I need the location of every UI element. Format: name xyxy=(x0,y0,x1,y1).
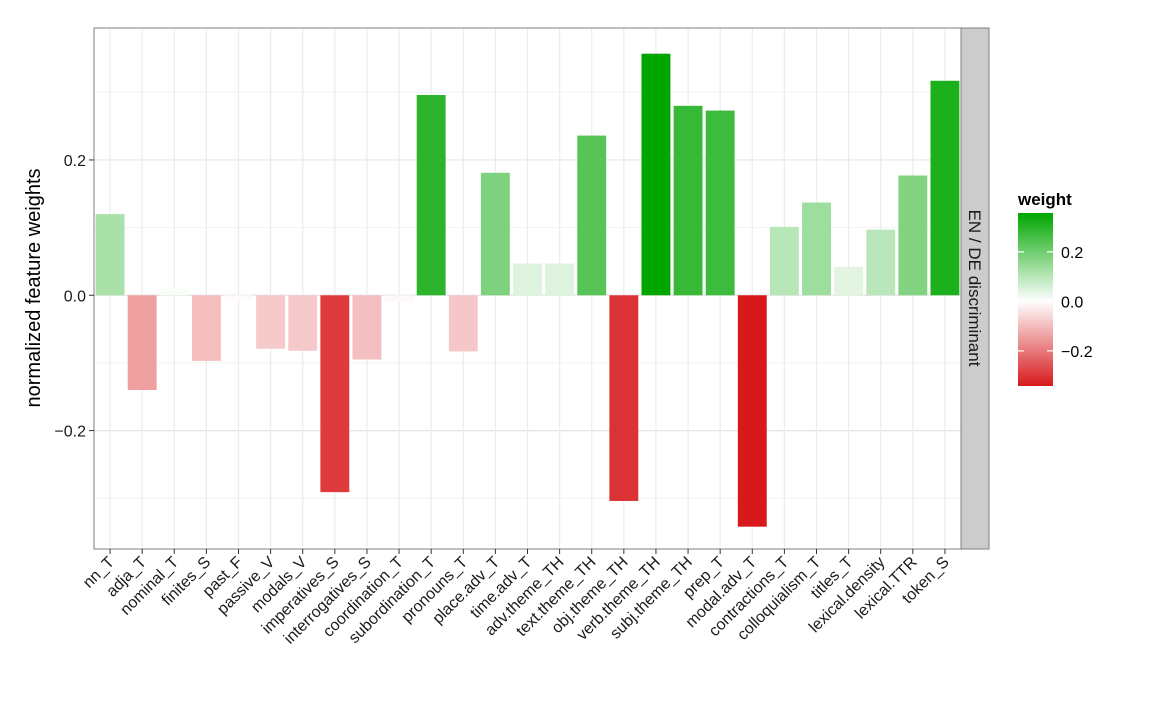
y-axis-title: normalized feature weights xyxy=(23,168,45,407)
bar-modal.adv_T xyxy=(737,295,767,527)
bar-adja_T xyxy=(127,295,157,390)
legend-colorbar xyxy=(1018,213,1053,386)
bar-past_F xyxy=(224,295,253,301)
bar-nominal_T xyxy=(159,288,189,296)
y-tick-label: 0.0 xyxy=(64,288,86,305)
bar-passive_V xyxy=(256,295,286,349)
bar-nn_T xyxy=(95,214,125,296)
bar-time.adv_T xyxy=(513,263,542,296)
bar-pronouns_T xyxy=(448,295,478,352)
legend-tick-label: 0.0 xyxy=(1061,294,1083,311)
bar-modals_V xyxy=(288,295,318,351)
bar-lexical.density xyxy=(866,229,896,296)
bar-token_S xyxy=(930,80,960,296)
legend-title: weight xyxy=(1017,190,1072,209)
legend-tick-label: 0.2 xyxy=(1061,245,1083,262)
facet-strip-label: EN / DE discriminant xyxy=(965,210,984,367)
bar-coordination_T xyxy=(384,295,414,303)
legend-tick-label: −0.2 xyxy=(1061,344,1093,361)
facet-strip xyxy=(960,27,990,550)
bar-colloquialism_T xyxy=(802,202,831,296)
bar-subordination_T xyxy=(416,94,446,296)
bar-imperatives_S xyxy=(320,295,350,493)
x-axis: nn_Tadja_Tnominal_Tfinites_Spast_Fpassiv… xyxy=(80,549,953,648)
bar-finites_S xyxy=(191,295,221,361)
bar-text.theme_TH xyxy=(577,135,607,296)
y-axis: −0.2 0.0 0.2 xyxy=(54,153,94,441)
bar-lexical.TTR xyxy=(898,175,928,296)
y-tick-label: −0.2 xyxy=(54,424,86,441)
color-legend: weight 0.2 0.0 −0.2 xyxy=(1017,190,1093,386)
bar-place.adv_T xyxy=(480,172,510,296)
bars xyxy=(95,53,960,527)
bar-interrogatives_S xyxy=(352,295,382,360)
bar-verb.theme_TH xyxy=(641,53,671,296)
bar-contractions_T xyxy=(769,226,799,296)
bar-subj.theme_TH xyxy=(673,105,703,296)
bar-titles_T xyxy=(834,266,864,296)
bar-adv.theme_TH xyxy=(545,263,575,296)
y-tick-label: 0.2 xyxy=(64,153,86,170)
bar-obj.theme_TH xyxy=(609,295,639,501)
bar-prep_T xyxy=(705,110,735,296)
